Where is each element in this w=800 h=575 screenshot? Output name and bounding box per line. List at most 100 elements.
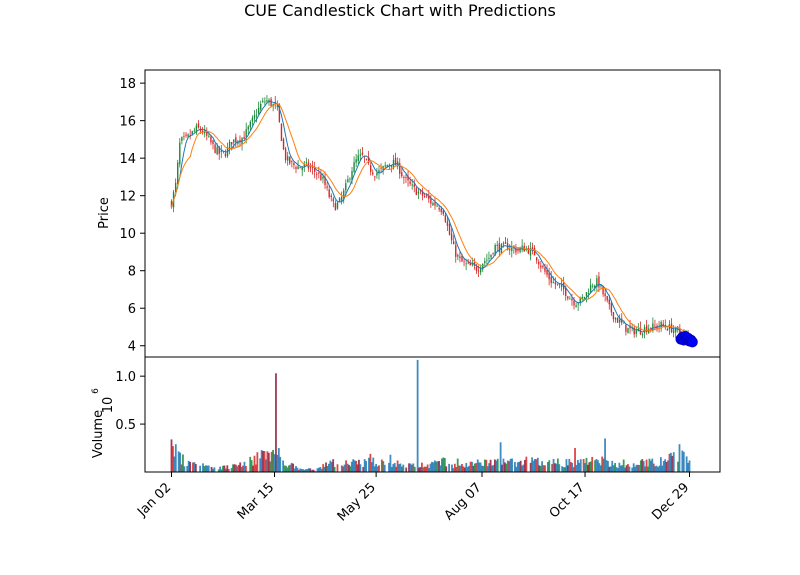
volume-bar [358, 459, 360, 472]
candle-body [388, 164, 391, 166]
candle-body [540, 265, 542, 268]
volume-bar [307, 468, 310, 472]
candle-body [243, 136, 245, 139]
candle-body [293, 163, 295, 166]
volume-bar [359, 464, 362, 472]
candle-body [442, 210, 445, 214]
volume-bar [483, 459, 486, 472]
volume-bar [485, 459, 488, 472]
candle-body [378, 170, 380, 174]
candle-body [533, 248, 536, 256]
volume-bar [635, 464, 638, 472]
volume-bar [431, 461, 433, 472]
candle-body [556, 283, 559, 285]
volume-bar [428, 468, 430, 472]
candle-body [672, 330, 675, 333]
candle-body [411, 184, 413, 186]
volume-bar [647, 466, 649, 472]
volume-bar [333, 466, 336, 472]
candle-body [415, 188, 418, 195]
volume-bar [448, 463, 451, 472]
volume-bar [651, 458, 654, 472]
candle-body [181, 137, 183, 142]
candle-body [448, 224, 451, 235]
candle-body [616, 317, 619, 323]
volume-bar [462, 466, 465, 472]
candle-body [320, 174, 322, 181]
volume-bar [638, 464, 641, 472]
price-axis-label: Price [97, 197, 112, 229]
candle-body [212, 140, 214, 144]
candle-body [318, 172, 320, 174]
volume-bar [566, 465, 569, 472]
volume-bar [267, 452, 270, 472]
volume-bar [516, 462, 519, 472]
volume-bar [325, 462, 327, 472]
volume-bar [376, 466, 379, 472]
candle-body [407, 175, 409, 181]
candle-body [529, 248, 532, 256]
candle-body [567, 296, 569, 299]
volume-bar [652, 463, 655, 472]
candle-body [417, 191, 420, 194]
volume-bar [340, 465, 343, 472]
candle-body [206, 130, 208, 136]
volume-bar [614, 463, 616, 472]
volume-bar [399, 463, 402, 472]
price-panel: 4 6 8 10 12 14 16 18 Price [97, 70, 720, 357]
volume-bar [627, 464, 629, 472]
volume-bar [473, 463, 476, 472]
volume-bar [173, 456, 176, 472]
volume-bar [277, 448, 280, 472]
volume-panel: 0.5 1.0 Volume 10 6 [91, 357, 720, 472]
volume-bar [597, 460, 599, 472]
candle-body [332, 198, 335, 202]
candle-body [542, 265, 544, 268]
volume-bar [293, 468, 296, 472]
volume-bar [210, 466, 213, 472]
volume-bar [565, 459, 568, 472]
volume-bar [369, 453, 372, 472]
volume-bar [642, 461, 645, 472]
volume-bar [615, 467, 618, 472]
volume-bar [542, 465, 545, 472]
candle-body [432, 202, 434, 206]
volume-bar [628, 466, 631, 472]
candle-body [316, 173, 318, 175]
volume-bar [463, 467, 466, 472]
volume-bar [682, 451, 685, 472]
candle-body [266, 100, 268, 102]
volume-bar [353, 460, 356, 472]
volume-bar [172, 446, 174, 472]
volume-bar [632, 463, 635, 472]
volume-bar [416, 359, 419, 472]
candle-body [650, 327, 652, 329]
volume-y-tick-label: 0.5 [115, 418, 136, 433]
volume-bar [266, 451, 269, 472]
volume-bar [504, 462, 506, 472]
candle-body [297, 166, 299, 170]
candle-body [187, 134, 189, 137]
candle-body [467, 262, 469, 264]
candle-body [517, 250, 519, 251]
volume-bar [393, 462, 396, 472]
volume-bar [400, 466, 403, 472]
candle-body [515, 248, 517, 253]
price-y-tick-label: 8 [128, 265, 136, 280]
volume-bar [220, 469, 223, 472]
volume-bar [419, 467, 422, 472]
volume-bar [410, 464, 413, 472]
volume-bar [418, 467, 420, 472]
volume-scale-label: 10 6 [91, 388, 116, 413]
volume-bar [303, 469, 306, 472]
candle-body [284, 148, 287, 161]
volume-bar [269, 461, 272, 472]
volume-y-tick-label: 1.0 [115, 370, 136, 385]
candle-body [544, 267, 546, 272]
volume-bar [687, 462, 689, 472]
candle-body [193, 130, 196, 132]
candle-body [496, 244, 498, 246]
volume-bar [206, 465, 209, 472]
candle-body [351, 171, 353, 181]
candle-body [380, 167, 382, 169]
